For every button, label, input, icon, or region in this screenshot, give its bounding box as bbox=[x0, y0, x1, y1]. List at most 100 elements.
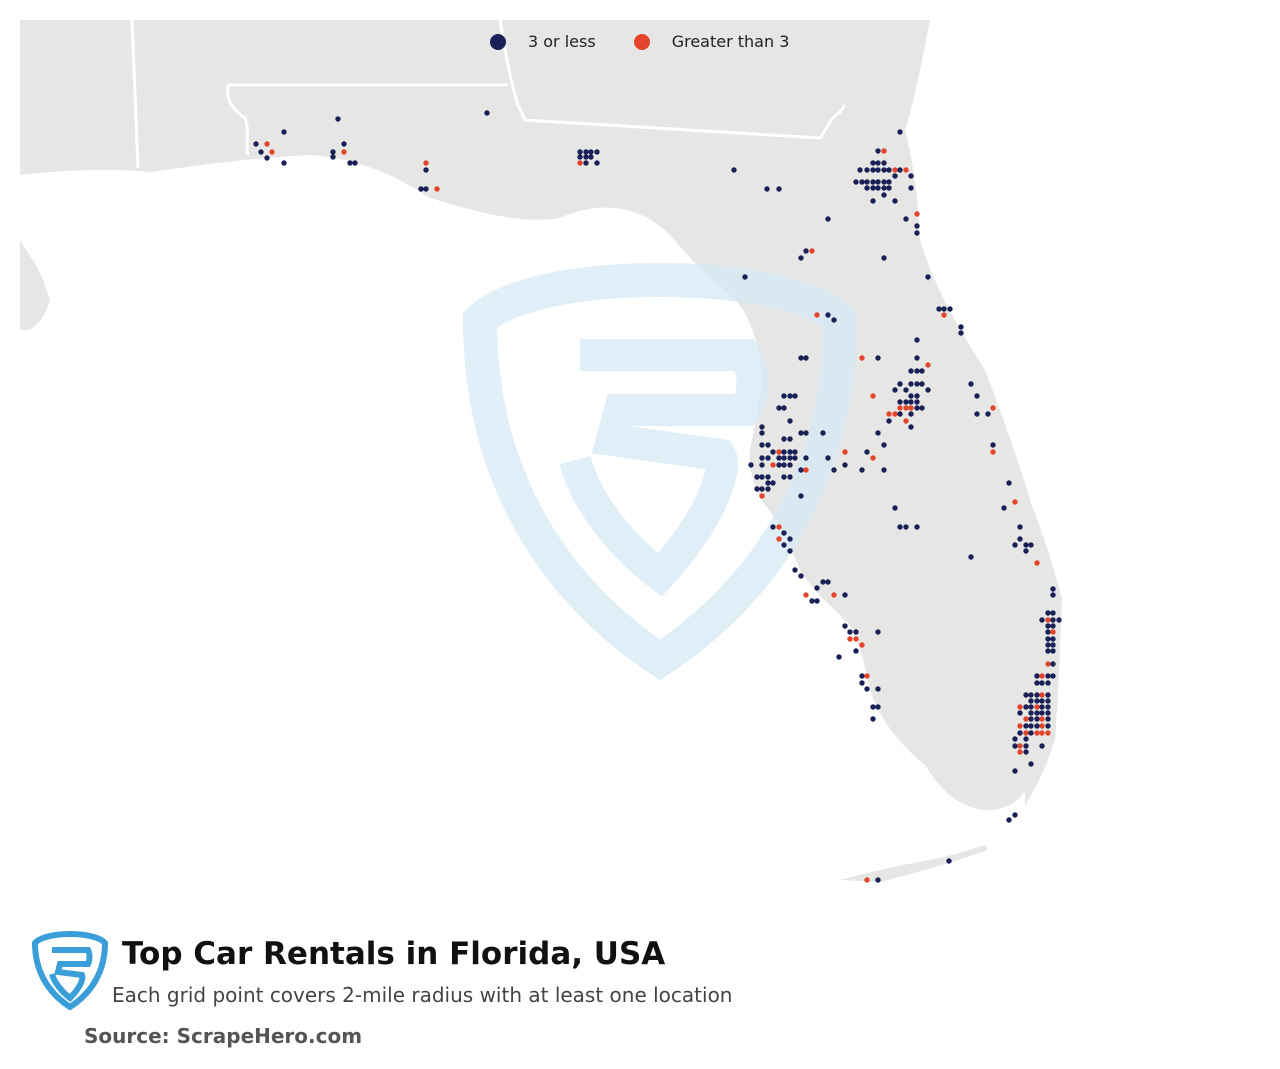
grid-point-low bbox=[1028, 716, 1034, 722]
grid-point-low bbox=[886, 179, 892, 185]
grid-point-low bbox=[742, 274, 748, 280]
grid-point-low bbox=[792, 393, 798, 399]
grid-point-low bbox=[853, 629, 859, 635]
grid-point-high bbox=[1045, 661, 1051, 667]
grid-point-low bbox=[594, 160, 600, 166]
grid-point-low bbox=[781, 462, 787, 468]
grid-point-low bbox=[886, 418, 892, 424]
grid-point-low bbox=[897, 129, 903, 135]
grid-point-low bbox=[330, 154, 336, 160]
grid-point-low bbox=[281, 129, 287, 135]
grid-point-low bbox=[1056, 617, 1062, 623]
grid-point-low bbox=[870, 198, 876, 204]
grid-point-low bbox=[870, 716, 876, 722]
grid-point-low bbox=[1023, 743, 1029, 749]
grid-point-low bbox=[787, 393, 793, 399]
grid-point-low bbox=[1017, 524, 1023, 530]
grid-point-low bbox=[908, 411, 914, 417]
grid-point-low bbox=[1045, 648, 1051, 654]
grid-point-high bbox=[892, 167, 898, 173]
grid-point-low bbox=[1028, 698, 1034, 704]
grid-point-low bbox=[759, 424, 765, 430]
grid-point-low bbox=[1045, 642, 1051, 648]
grid-point-low bbox=[759, 455, 765, 461]
grid-point-low bbox=[1034, 692, 1040, 698]
grid-point-low bbox=[792, 455, 798, 461]
grid-point-low bbox=[787, 536, 793, 542]
grid-point-low bbox=[770, 480, 776, 486]
grid-point-low bbox=[892, 387, 898, 393]
grid-point-low bbox=[798, 573, 804, 579]
grid-point-high bbox=[1045, 617, 1051, 623]
grid-point-low bbox=[814, 598, 820, 604]
grid-point-low bbox=[1023, 548, 1029, 554]
grid-point-low bbox=[870, 167, 876, 173]
grid-point-low bbox=[809, 598, 815, 604]
grid-point-low bbox=[776, 455, 782, 461]
grid-point-low bbox=[418, 186, 424, 192]
grid-point-low bbox=[1023, 692, 1029, 698]
grid-point-low bbox=[1050, 617, 1056, 623]
grid-point-low bbox=[864, 179, 870, 185]
grid-point-low bbox=[875, 148, 881, 154]
grid-point-high bbox=[269, 149, 275, 155]
grid-point-low bbox=[853, 648, 859, 654]
grid-point-high bbox=[1017, 743, 1023, 749]
grid-point-low bbox=[1023, 723, 1029, 729]
grid-point-low bbox=[787, 548, 793, 554]
grid-point-low bbox=[781, 474, 787, 480]
grid-point-low bbox=[908, 173, 914, 179]
grid-point-low bbox=[946, 858, 952, 864]
grid-point-low bbox=[897, 524, 903, 530]
grid-point-high bbox=[1039, 716, 1045, 722]
grid-point-high bbox=[577, 160, 583, 166]
grid-point-low bbox=[1034, 680, 1040, 686]
chart-title: Top Car Rentals in Florida, USA bbox=[122, 936, 666, 972]
grid-point-high bbox=[341, 149, 347, 155]
grid-point-high bbox=[990, 449, 996, 455]
grid-point-low bbox=[914, 524, 920, 530]
grid-point-low bbox=[875, 185, 881, 191]
grid-point-low bbox=[1034, 723, 1040, 729]
atlantic-water bbox=[905, 20, 1062, 600]
grid-point-low bbox=[914, 337, 920, 343]
grid-point-low bbox=[881, 467, 887, 473]
grid-point-high bbox=[1050, 629, 1056, 635]
grid-point-low bbox=[914, 368, 920, 374]
grid-point-high bbox=[264, 141, 270, 147]
grid-point-low bbox=[897, 411, 903, 417]
grid-point-low bbox=[990, 442, 996, 448]
grid-point-low bbox=[765, 480, 771, 486]
grid-point-low bbox=[820, 430, 826, 436]
grid-point-low bbox=[583, 149, 589, 155]
grid-point-low bbox=[1045, 629, 1051, 635]
grid-point-low bbox=[875, 167, 881, 173]
grid-point-low bbox=[759, 474, 765, 480]
grid-point-low bbox=[798, 467, 804, 473]
grid-point-high bbox=[925, 362, 931, 368]
grid-point-low bbox=[881, 167, 887, 173]
grid-point-low bbox=[870, 160, 876, 166]
legend-item-low: 3 or less bbox=[490, 32, 596, 51]
grid-point-low bbox=[1045, 636, 1051, 642]
grid-point-high bbox=[1034, 730, 1040, 736]
grid-point-high bbox=[853, 636, 859, 642]
grid-point-low bbox=[864, 167, 870, 173]
grid-point-low bbox=[914, 393, 920, 399]
grid-point-high bbox=[1017, 749, 1023, 755]
grid-point-low bbox=[875, 877, 881, 883]
grid-point-low bbox=[1050, 592, 1056, 598]
grid-point-high bbox=[903, 418, 909, 424]
grid-point-high bbox=[1034, 704, 1040, 710]
grid-point-low bbox=[958, 324, 964, 330]
grid-point-low bbox=[787, 462, 793, 468]
grid-point-low bbox=[792, 567, 798, 573]
grid-point-low bbox=[875, 629, 881, 635]
grid-point-low bbox=[870, 185, 876, 191]
grid-point-low bbox=[781, 393, 787, 399]
grid-point-low bbox=[798, 493, 804, 499]
grid-point-low bbox=[347, 160, 353, 166]
grid-point-low bbox=[1012, 768, 1018, 774]
grid-point-high bbox=[423, 160, 429, 166]
grid-point-high bbox=[1039, 692, 1045, 698]
